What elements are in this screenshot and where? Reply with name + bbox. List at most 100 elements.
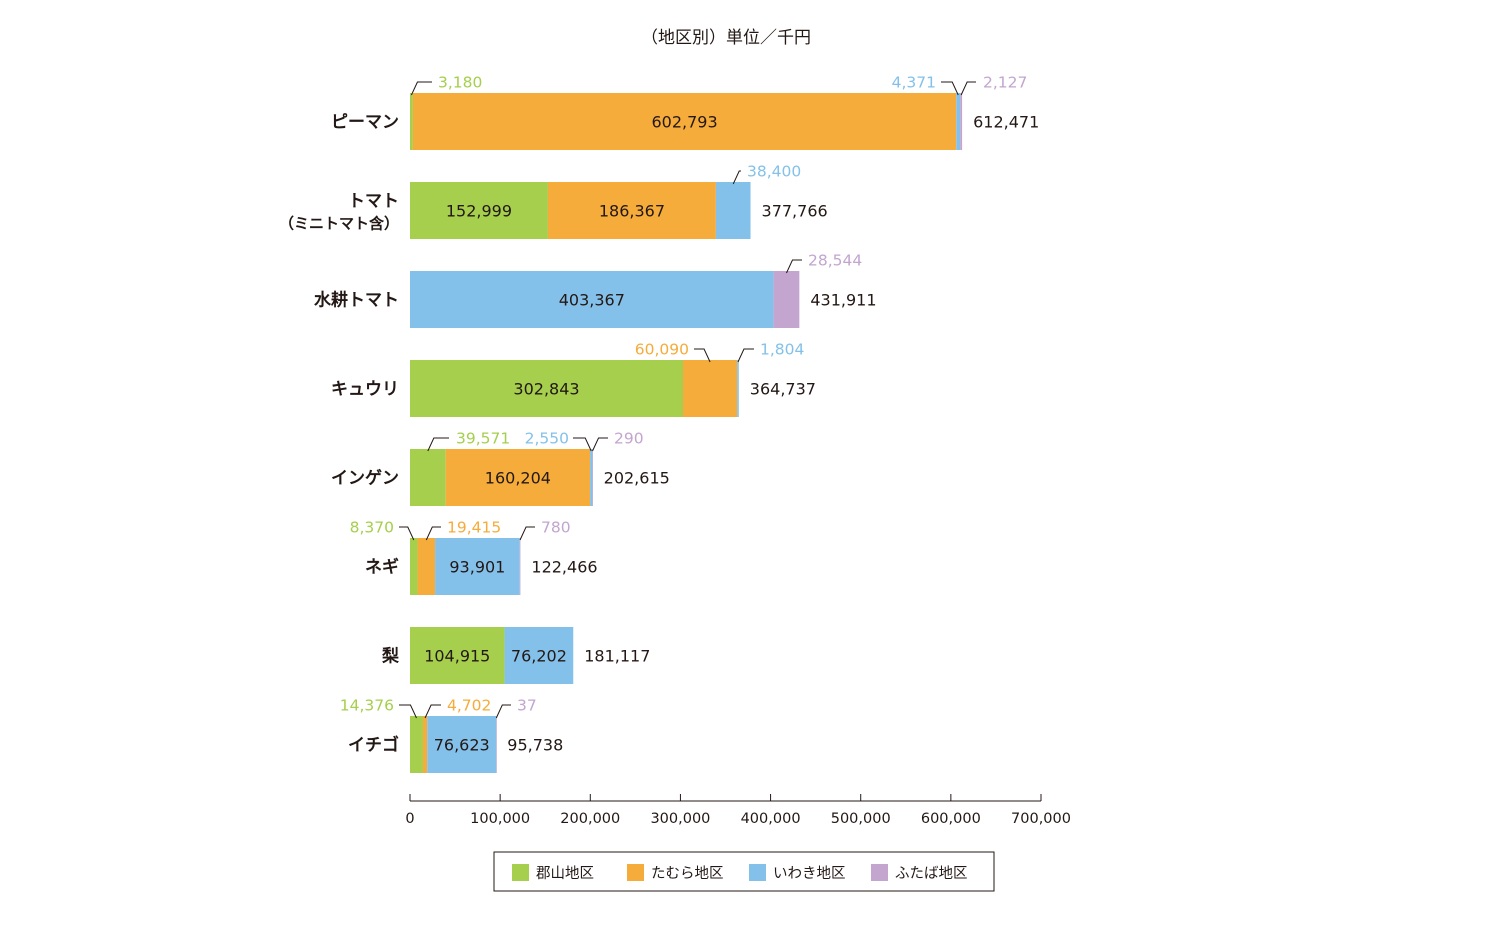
bar-segment bbox=[410, 271, 774, 328]
bar-segment bbox=[410, 360, 683, 417]
bar-segment bbox=[410, 93, 413, 150]
bar-value-label: 76,623 bbox=[434, 736, 490, 755]
x-axis-tick-label: 0 bbox=[405, 811, 414, 827]
legend-swatch bbox=[627, 864, 644, 881]
category-label: キュウリ bbox=[331, 380, 399, 400]
category-label-line: ピーマン bbox=[331, 113, 399, 133]
bar-total-label: 612,471 bbox=[973, 113, 1039, 132]
callout-value-label: 3,180 bbox=[438, 74, 482, 92]
bar-segment bbox=[410, 182, 548, 239]
bar-value-label: 602,793 bbox=[651, 113, 717, 132]
callout-leader bbox=[399, 704, 417, 719]
callout-leader bbox=[424, 704, 441, 719]
bar-segment bbox=[410, 716, 423, 773]
bar-total-label: 181,117 bbox=[584, 647, 650, 666]
bar-segment bbox=[519, 538, 521, 595]
category-label-line: トマト bbox=[348, 192, 399, 212]
bar-total-label: 377,766 bbox=[762, 202, 828, 221]
callout-leader bbox=[732, 170, 741, 185]
callout-value-label: 4,371 bbox=[892, 74, 936, 92]
callout-value-label: 8,370 bbox=[350, 519, 394, 537]
x-axis-tick-label: 400,000 bbox=[741, 811, 801, 827]
callout-value-label: 290 bbox=[614, 430, 644, 448]
legend-swatch bbox=[512, 864, 529, 881]
callout-leader bbox=[495, 704, 511, 719]
category-label-line: イチゴ bbox=[348, 735, 399, 756]
legend-entry-label: たむら地区 bbox=[651, 865, 724, 882]
bar-segment bbox=[412, 93, 957, 150]
bar-segment bbox=[960, 93, 963, 150]
callout-value-label: 28,544 bbox=[808, 252, 862, 270]
category-label: 水耕トマト bbox=[314, 290, 399, 311]
chart-title: （地区別）単位／千円 bbox=[641, 28, 811, 48]
legend-box bbox=[493, 851, 995, 892]
category-label: ピーマン bbox=[331, 113, 399, 133]
bar-segment bbox=[737, 360, 739, 417]
callout-leader bbox=[399, 526, 415, 541]
bar-value-label: 104,915 bbox=[424, 647, 490, 666]
bar-segment bbox=[590, 449, 593, 506]
bar-segment bbox=[956, 93, 961, 150]
bar-segment bbox=[504, 627, 574, 684]
bar-segment bbox=[427, 716, 497, 773]
bar-value-label: 302,843 bbox=[513, 380, 579, 399]
callout-value-label: 780 bbox=[541, 519, 571, 537]
callout-value-label: 1,804 bbox=[760, 341, 804, 359]
category-label-line: ネギ bbox=[365, 558, 399, 578]
bar-value-label: 186,367 bbox=[599, 202, 665, 221]
callout-leader bbox=[573, 437, 592, 452]
bar-total-label: 431,911 bbox=[810, 291, 876, 310]
bar-segment bbox=[435, 538, 520, 595]
callout-value-label: 38,400 bbox=[747, 163, 801, 181]
bar-total-label: 95,738 bbox=[507, 736, 563, 755]
bar-segment bbox=[592, 449, 593, 506]
callout-leader bbox=[410, 81, 432, 96]
bar-segment bbox=[496, 716, 497, 773]
category-label-line: インゲン bbox=[331, 468, 399, 489]
legend: 郡山地区 たむら地区 いわき地区 ふたば地区 bbox=[493, 851, 995, 892]
callout-value-label: 39,571 bbox=[456, 430, 510, 448]
callout-value-label: 2,127 bbox=[983, 74, 1027, 92]
legend-swatch bbox=[871, 864, 888, 881]
x-axis-tick-label: 500,000 bbox=[831, 811, 891, 827]
callout-leader bbox=[425, 526, 441, 541]
bar-segment bbox=[410, 538, 418, 595]
callout-value-label: 37 bbox=[517, 697, 537, 715]
category-label: トマト （ミニトマト含） bbox=[279, 192, 399, 233]
category-label-line: キュウリ bbox=[331, 380, 399, 400]
bar-segment bbox=[417, 538, 436, 595]
bar-segment bbox=[445, 449, 591, 506]
x-axis-tick-label: 300,000 bbox=[650, 811, 710, 827]
callout-leader bbox=[737, 348, 754, 363]
callout-leader bbox=[592, 437, 608, 452]
bar-segment bbox=[410, 449, 446, 506]
callout-value-label: 2,550 bbox=[525, 430, 569, 448]
callout-leader bbox=[519, 526, 535, 541]
bar-segment bbox=[410, 627, 505, 684]
x-axis: 0 100,000 200,000 300,000 400,000 500,000 600,… bbox=[405, 794, 1071, 827]
legend-entry-label: 郡山地区 bbox=[536, 865, 594, 882]
category-label: ネギ bbox=[365, 558, 399, 578]
callout-value-label: 60,090 bbox=[635, 341, 689, 359]
legend-entry-label: ふたば地区 bbox=[895, 865, 968, 882]
bar-segment bbox=[715, 182, 751, 239]
callout-value-label: 14,376 bbox=[340, 697, 394, 715]
callout-leader bbox=[694, 348, 711, 363]
bar-value-label: 160,204 bbox=[485, 469, 551, 488]
category-label-line: （ミニトマト含） bbox=[279, 215, 399, 233]
category-label: 梨 bbox=[381, 646, 400, 667]
callout-leader bbox=[960, 81, 976, 96]
bar-total-label: 202,615 bbox=[604, 469, 670, 488]
legend-entry-label: いわき地区 bbox=[773, 865, 846, 882]
category-label-line: 梨 bbox=[381, 646, 400, 667]
x-axis-tick-label: 100,000 bbox=[470, 811, 530, 827]
x-axis-tick-label: 700,000 bbox=[1011, 811, 1071, 827]
category-label-line: 水耕トマト bbox=[314, 290, 399, 311]
callout-value-label: 19,415 bbox=[447, 519, 501, 537]
category-label: イチゴ bbox=[348, 735, 399, 756]
callout-leader bbox=[427, 437, 449, 452]
bar-segment bbox=[773, 271, 800, 328]
callout-leader bbox=[941, 81, 959, 96]
bar-segment bbox=[422, 716, 428, 773]
bar-value-label: 76,202 bbox=[511, 647, 567, 666]
